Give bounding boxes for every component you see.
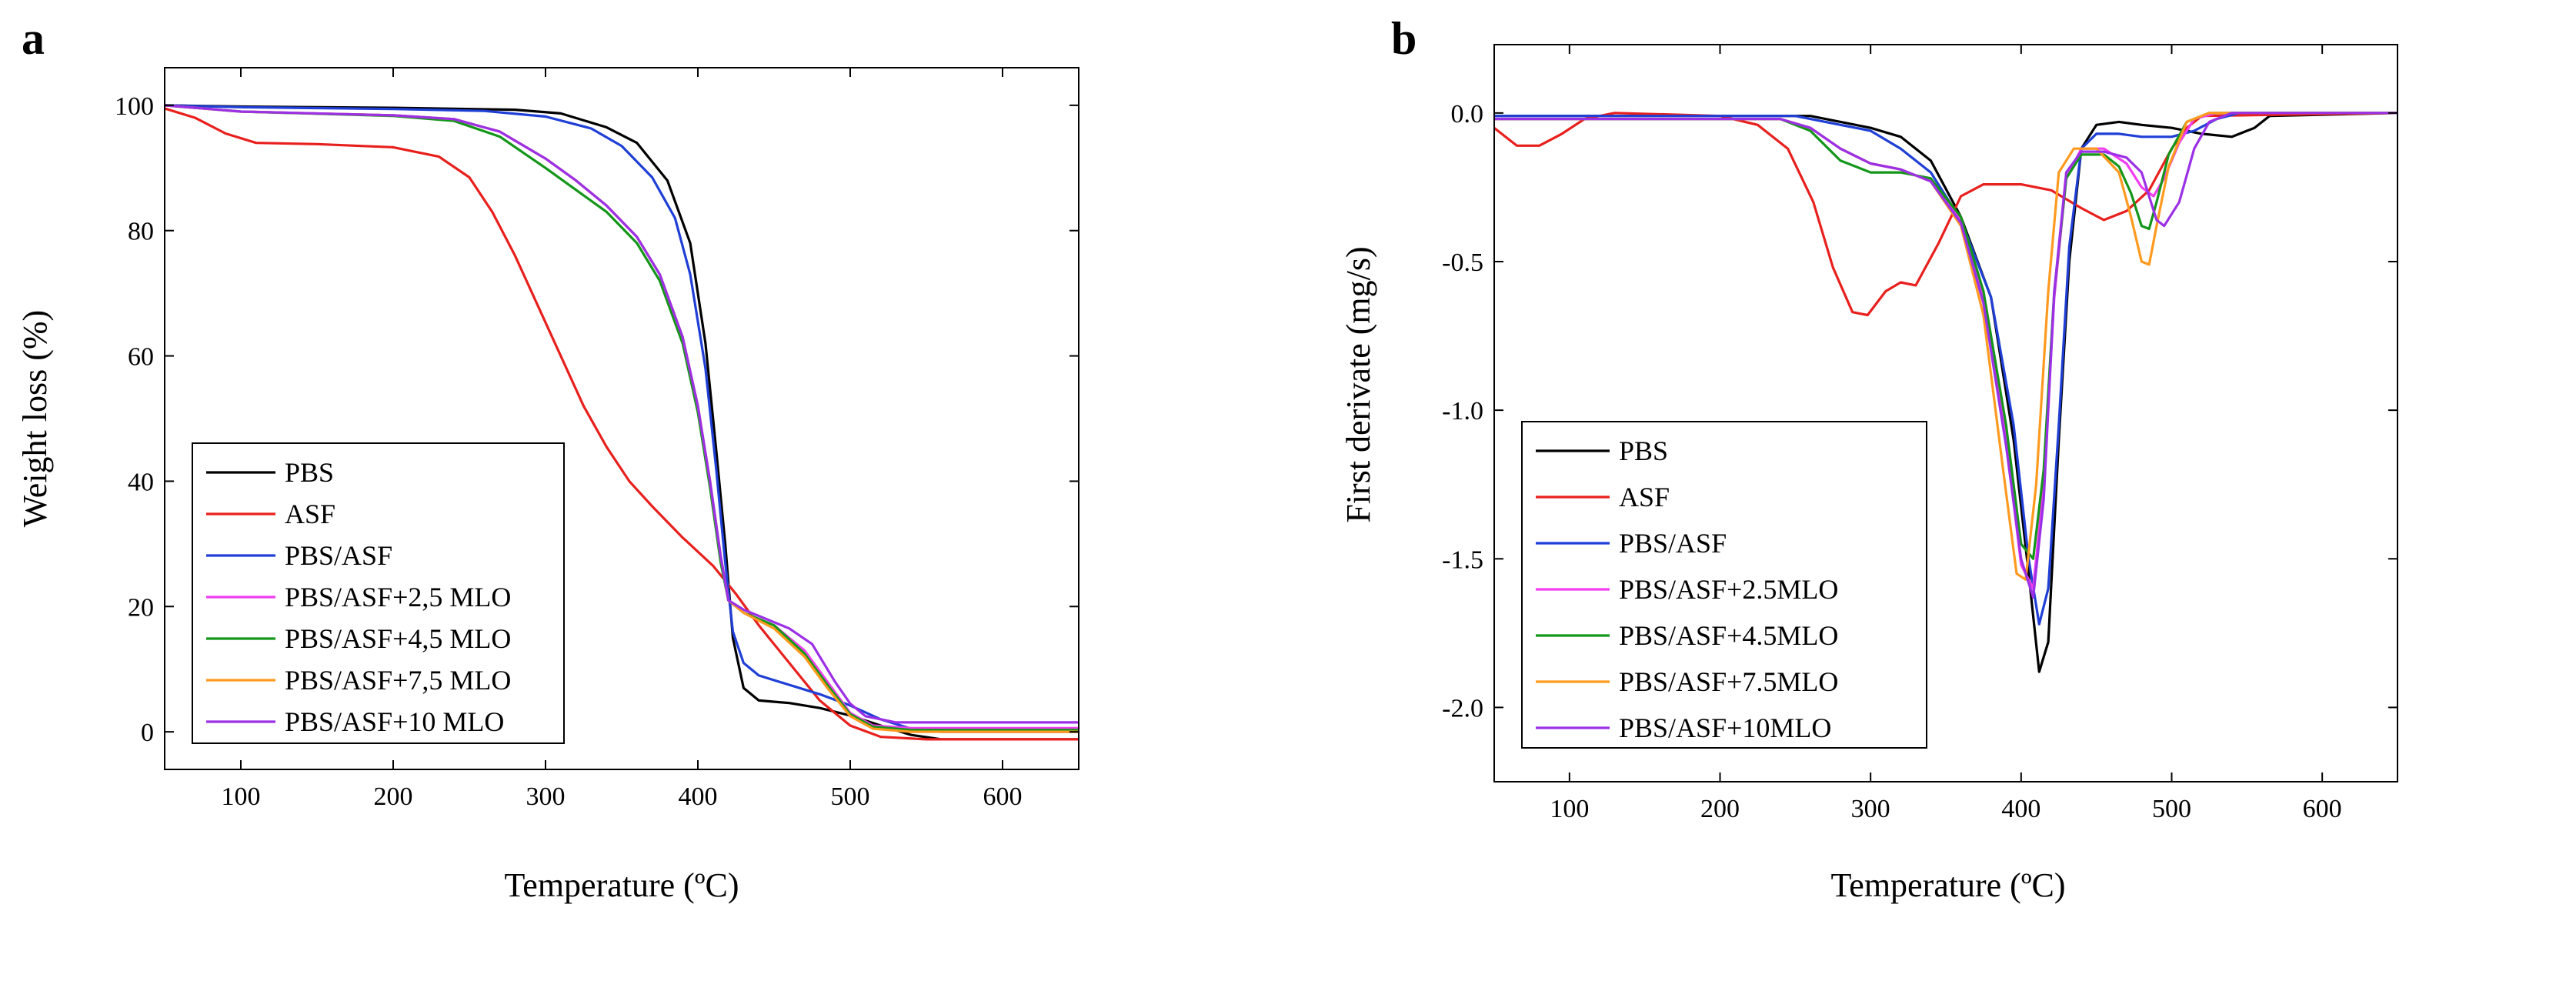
panel-a-y-tick-label: 100: [115, 92, 154, 121]
panel-b-y-axis-title: First derivate (mg/s): [1340, 246, 1377, 522]
panel-a-legend-label: ASF: [285, 499, 335, 529]
panel-b-series-line-7: [1494, 112, 2397, 599]
panel-a-series-line-7: [165, 104, 1079, 724]
panel-a-plot-frame: [164, 67, 1079, 770]
panel-b-x-tick-label: 200: [1700, 795, 1740, 823]
panel-a-x-tick-label: 600: [983, 782, 1023, 811]
panel-b-x-tick-label: 600: [2303, 795, 2342, 823]
panel-b-derivative-chart: b 100 200 300 400 500 6000.0-0.5-1.0-1.5-2.0 …: [1340, 13, 2398, 904]
panel-b-x-tick-label: 500: [2152, 795, 2191, 823]
panel-b-axis-ticks: 100 200 300 400 500 600 0.0 -0.5 -1.0 -1.5 -2.0: [1442, 45, 2397, 823]
panel-a-legend-label: PBS: [285, 457, 334, 488]
panel-a-x-tick-label: 300: [526, 782, 566, 811]
panel-a-y-tick-label: 40: [128, 468, 154, 496]
panel-a-legend: PBS ASF PBS/ASF PBS/ASF+2,5 MLO PBS/ASF+4,5 …: [192, 442, 565, 744]
panel-a-legend-label: PBS/ASF+10 MLO: [285, 706, 504, 737]
panel-b-y-tick-label: -2.0: [1442, 694, 1483, 722]
panel-b-legend-label: PBS/ASF+10MLO: [1619, 712, 1831, 743]
panel-b-series-line-2: [1494, 112, 2397, 317]
panel-b-legend-label: ASF: [1619, 482, 1670, 512]
panel-a-y-axis-title: Weight loss (%): [16, 310, 54, 527]
panel-b-x-axis-title: Temperature (ºC): [1831, 866, 2066, 904]
panel-a-series-line-2: [165, 107, 1079, 741]
panel-a-letter: a: [22, 13, 45, 64]
panel-b-x-tick-label: 400: [2001, 795, 2040, 823]
panel-b-plot-frame: [1493, 44, 2398, 782]
panel-a-x-tick-label: 100: [222, 782, 261, 811]
panel-b-x-tick-label: 300: [1851, 795, 1890, 823]
panel-b-y-tick-label: -0.5: [1442, 249, 1483, 277]
panel-a-legend-label: PBS/ASF: [285, 540, 392, 571]
panel-a-series-line-3: [165, 104, 1079, 733]
panel-b-legend-box: [1521, 421, 1927, 749]
panel-a-y-tick-label: 80: [128, 218, 154, 246]
panel-a-x-tick-label: 200: [374, 782, 413, 811]
panel-b-legend-label: PBS/ASF+4.5MLO: [1619, 620, 1838, 651]
panel-a-axis-ticks: 100 200 300 400 500 600 0 20 40 60 80 100: [115, 68, 1079, 811]
panel-a-legend-label: PBS/ASF+4,5 MLO: [285, 623, 511, 654]
panel-b-x-tick-label: 100: [1550, 795, 1589, 823]
panel-a-y-tick-label: 60: [128, 343, 154, 372]
panel-b-series-line-3: [1494, 112, 2397, 626]
panel-b-legend-label: PBS/ASF: [1619, 528, 1727, 559]
panel-a-x-tick-label: 500: [831, 782, 870, 811]
panel-a-thermogravimetric-chart: a 100 200 300 400 500 600 0 20 40 60 80 100 Tempera…: [16, 13, 1079, 904]
panel-a-y-tick-label: 0: [141, 719, 154, 747]
panel-b-legend-label: PBS/ASF+7.5MLO: [1619, 666, 1838, 697]
panel-a-legend-label: PBS/ASF+2,5 MLO: [285, 582, 511, 612]
panel-a-legend-box: [192, 442, 565, 744]
panel-a-y-tick-label: 20: [128, 593, 154, 622]
panel-b-legend-label: PBS/ASF+2.5MLO: [1619, 574, 1838, 605]
panel-b-letter: b: [1391, 13, 1416, 64]
panel-b-y-tick-label: 0.0: [1451, 100, 1484, 128]
panel-b-series-group: [1494, 112, 2397, 673]
panel-b-legend-label: PBS: [1619, 435, 1668, 466]
panel-b-y-tick-label: -1.0: [1442, 397, 1483, 425]
panel-b-y-tick-label: -1.5: [1442, 546, 1483, 574]
panel-b-legend: PBS ASF PBS/ASF PBS/ASF+2.5MLO PBS/ASF+4.5ML…: [1521, 421, 1927, 749]
panel-a-x-axis-title: Temperature (ºC): [505, 866, 739, 904]
panel-a-series-group: [165, 104, 1079, 741]
panel-a-legend-label: PBS/ASF+7,5 MLO: [285, 665, 511, 696]
panel-a-x-tick-label: 400: [679, 782, 718, 811]
